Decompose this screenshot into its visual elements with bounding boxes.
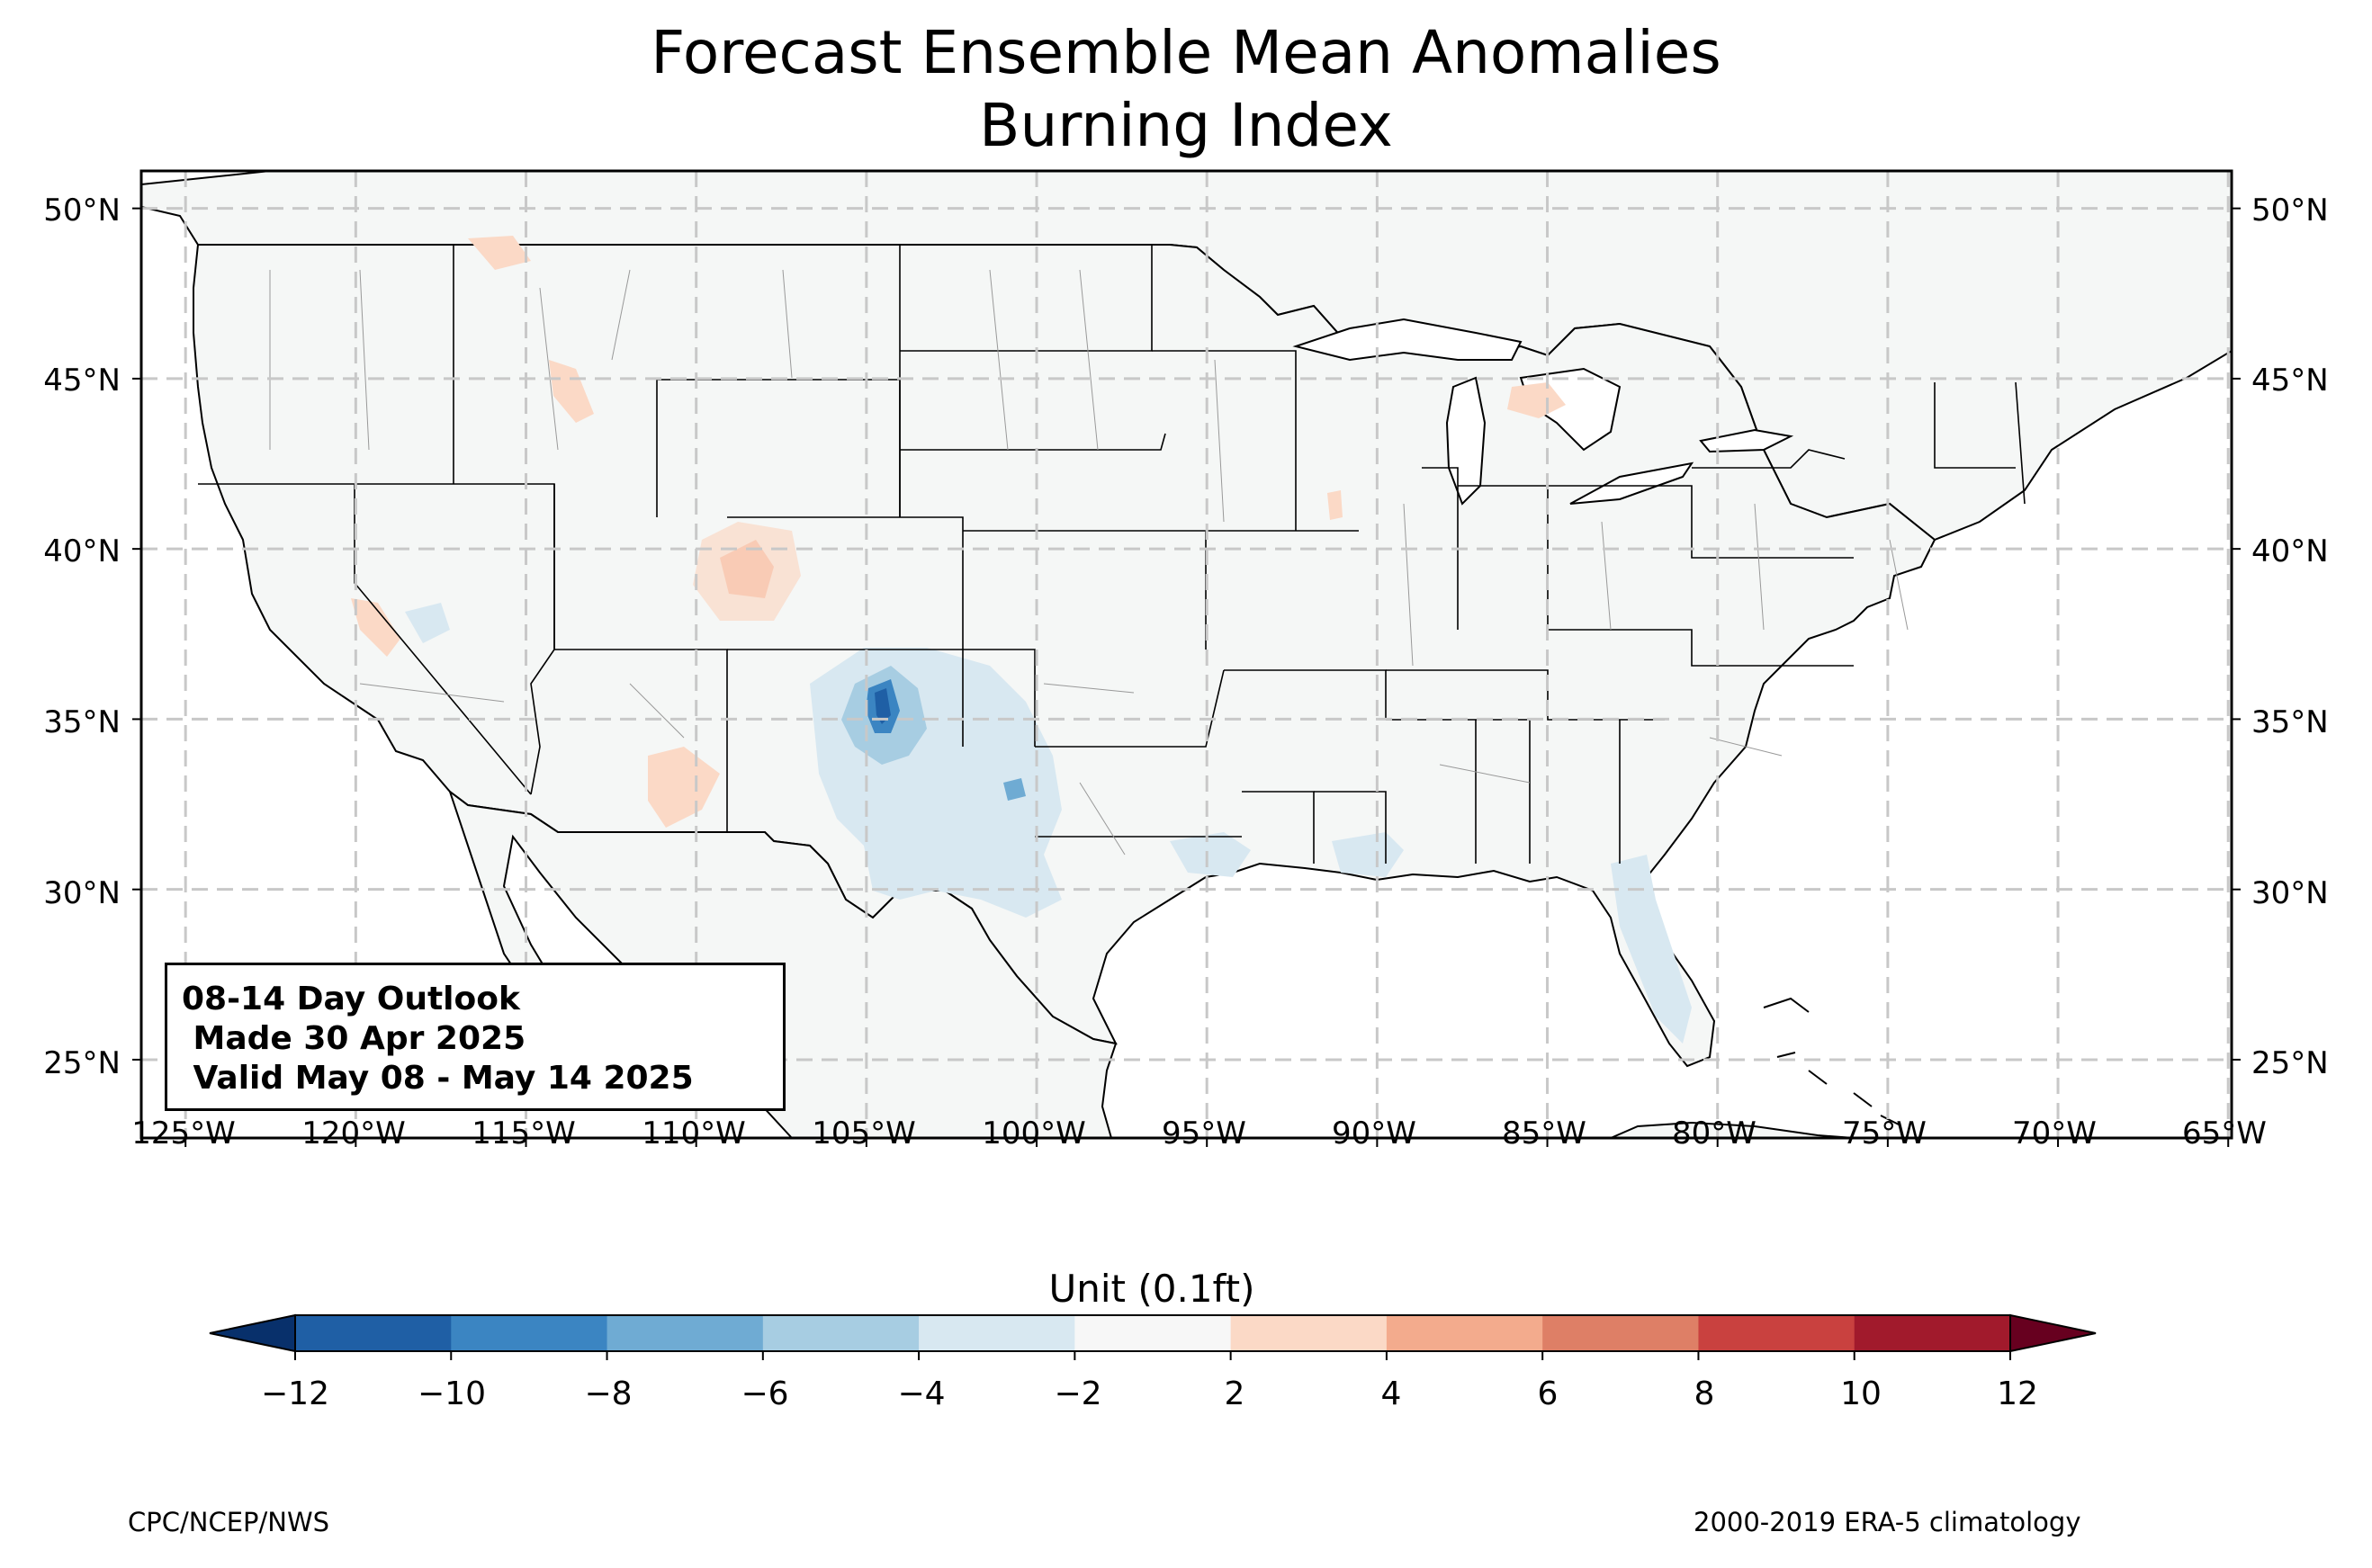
lat-label-left-35: 35°N bbox=[43, 704, 121, 740]
outlook-info-box: 08-14 Day Outlook Made 30 Apr 2025 Valid… bbox=[165, 963, 786, 1111]
lon-label-75w: 75°W bbox=[1842, 1116, 1927, 1151]
lat-label-right-25: 25°N bbox=[2251, 1045, 2329, 1081]
blue-anomaly-nevada bbox=[405, 603, 450, 643]
lon-label-95w: 95°W bbox=[1162, 1116, 1246, 1151]
lake-erie bbox=[1569, 461, 1694, 505]
lon-label-70w: 70°W bbox=[2012, 1116, 2097, 1151]
colorbar-extend-high bbox=[2009, 1313, 2097, 1353]
red-anomaly-montana bbox=[468, 236, 531, 270]
lake-michigan bbox=[1445, 376, 1487, 506]
lat-label-left-45: 45°N bbox=[43, 363, 121, 399]
blue-anomaly-max bbox=[875, 688, 891, 724]
red-anomaly-california bbox=[351, 598, 400, 657]
lon-label-120w: 120°W bbox=[301, 1116, 406, 1151]
map-subtitle: Burning Index bbox=[979, 91, 1393, 160]
colorbar-segment bbox=[451, 1315, 608, 1351]
colorbar-segment bbox=[919, 1315, 1075, 1351]
lon-label-125w: 125°W bbox=[131, 1116, 236, 1151]
colorbar-segment bbox=[606, 1315, 764, 1351]
climatology-note: 2000-2019 ERA-5 climatology bbox=[1694, 1507, 2081, 1537]
lat-label-left-40: 40°N bbox=[43, 533, 121, 569]
lat-label-left-30: 30°N bbox=[43, 875, 121, 911]
colorbar-tick-label: −6 bbox=[741, 1375, 789, 1412]
graticule bbox=[141, 171, 2232, 1138]
cuba-land bbox=[1610, 1121, 1855, 1138]
lon-label-110w: 110°W bbox=[642, 1116, 746, 1151]
outlook-made-date: Made 30 Apr 2025 bbox=[182, 1020, 526, 1057]
bahamas-islands bbox=[1763, 997, 1900, 1125]
lon-label-105w: 105°W bbox=[812, 1116, 916, 1151]
red-anomaly-colorado-outer bbox=[693, 522, 801, 621]
red-anomaly-arizona bbox=[648, 747, 720, 828]
county-borders bbox=[269, 269, 1909, 856]
colorbar-segment bbox=[1230, 1315, 1388, 1351]
colorbar-segment bbox=[1386, 1315, 1543, 1351]
map-title: Forecast Ensemble Mean Anomalies bbox=[651, 18, 1721, 87]
colorbar-tick-label: −12 bbox=[261, 1375, 329, 1412]
colorbar-segment bbox=[1854, 1315, 2011, 1351]
colorbar-segment bbox=[1698, 1315, 1855, 1351]
colorbar-segment bbox=[295, 1315, 452, 1351]
red-anomaly-illinois bbox=[1327, 490, 1343, 520]
colorbar-segment bbox=[762, 1315, 920, 1351]
lat-label-right-50: 50°N bbox=[2251, 193, 2329, 228]
lat-label-right-30: 30°N bbox=[2251, 875, 2329, 911]
colorbar-tick-label: 2 bbox=[1224, 1375, 1245, 1412]
lon-label-100w: 100°W bbox=[982, 1116, 1086, 1151]
lon-label-65w: 65°W bbox=[2182, 1116, 2267, 1151]
map-frame bbox=[139, 169, 2233, 1140]
colorbar-extend-low bbox=[209, 1313, 296, 1353]
lon-label-80w: 80°W bbox=[1672, 1116, 1757, 1151]
colorbar-segment bbox=[1542, 1315, 1699, 1351]
outlook-valid-dates: Valid May 08 - May 14 2025 bbox=[182, 1060, 694, 1097]
source-credit: CPC/NCEP/NWS bbox=[128, 1507, 330, 1537]
red-anomaly-michigan bbox=[1507, 382, 1566, 418]
anomaly-contours bbox=[351, 236, 1692, 1044]
colorbar-tick-label: 10 bbox=[1840, 1375, 1882, 1412]
colorbar bbox=[209, 1313, 2097, 1360]
colorbar-tick-label: 4 bbox=[1380, 1375, 1402, 1412]
colorbar-tick-label: −10 bbox=[418, 1375, 486, 1412]
colorbar-tick-label: 6 bbox=[1537, 1375, 1559, 1412]
axis-ticks bbox=[132, 207, 2241, 1147]
colorbar-tick-label: −2 bbox=[1054, 1375, 1102, 1412]
colorbar-tick-label: 12 bbox=[1997, 1375, 2038, 1412]
lon-label-85w: 85°W bbox=[1502, 1116, 1586, 1151]
lat-label-left-50: 50°N bbox=[43, 193, 121, 228]
outlook-period: 08-14 Day Outlook bbox=[182, 981, 520, 1017]
blue-anomaly-small bbox=[1003, 778, 1026, 801]
colorbar-tick-label: −8 bbox=[584, 1375, 633, 1412]
blue-anomaly-florida bbox=[1611, 855, 1692, 1044]
lat-label-left-25: 25°N bbox=[43, 1045, 121, 1081]
lon-label-90w: 90°W bbox=[1332, 1116, 1416, 1151]
red-anomaly-idaho bbox=[549, 360, 594, 423]
lon-label-115w: 115°W bbox=[472, 1116, 576, 1151]
lat-label-right-45: 45°N bbox=[2251, 363, 2329, 399]
colorbar-tick-label: −4 bbox=[897, 1375, 946, 1412]
colorbar-segment bbox=[1074, 1315, 1232, 1351]
lake-ontario bbox=[1699, 428, 1794, 453]
colorbar-outline bbox=[294, 1314, 2011, 1352]
lat-label-right-40: 40°N bbox=[2251, 533, 2329, 569]
blue-anomaly-louisiana bbox=[1170, 832, 1251, 877]
lat-label-right-35: 35°N bbox=[2251, 704, 2329, 740]
colorbar-title: Unit (0.1ft) bbox=[1048, 1267, 1255, 1311]
colorbar-tick-label: 8 bbox=[1694, 1375, 1715, 1412]
